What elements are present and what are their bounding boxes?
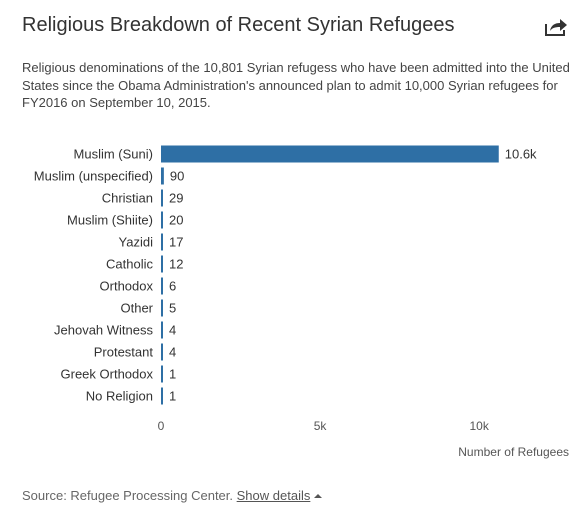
value-label: 29 [169, 191, 183, 206]
caret-up-icon[interactable] [314, 494, 323, 498]
value-label: 12 [169, 257, 183, 272]
category-label: Catholic [106, 257, 153, 272]
value-label: 4 [169, 345, 176, 360]
category-label: No Religion [86, 389, 153, 404]
source-note: Source: Refugee Processing Center. Show … [22, 488, 323, 503]
share-arrow-icon[interactable] [543, 16, 569, 38]
bar [161, 167, 164, 185]
bar [161, 277, 163, 295]
chart-title: Religious Breakdown of Recent Syrian Ref… [22, 14, 455, 36]
bar [161, 145, 499, 163]
source-text: Source: Refugee Processing Center. [22, 488, 234, 503]
category-label: Other [120, 301, 153, 316]
bar [161, 211, 163, 229]
bar-chart: Muslim (Suni) 10.6k Muslim (unspecified) 90… [34, 145, 569, 459]
value-label: 5 [169, 301, 176, 316]
category-label: Protestant [94, 345, 154, 360]
category-label: Yazidi [119, 235, 154, 250]
bar [161, 387, 163, 405]
category-label: Christian [102, 191, 153, 206]
value-label: 10.6k [505, 147, 537, 162]
value-label: 20 [169, 213, 183, 228]
bar [161, 321, 163, 339]
x-tick-label: 5k [314, 419, 328, 433]
bar [161, 299, 163, 317]
value-label: 1 [169, 367, 176, 382]
category-label: Muslim (unspecified) [34, 169, 153, 184]
value-label: 90 [170, 169, 184, 184]
value-label: 6 [169, 279, 176, 294]
bar [161, 343, 163, 361]
x-tick-label: 0 [158, 419, 165, 433]
value-label: 1 [169, 389, 176, 404]
x-tick-label: 10k [470, 419, 490, 433]
category-label: Muslim (Shiite) [67, 213, 153, 228]
chart-subtitle: Religious denominations of the 10,801 Sy… [22, 60, 570, 110]
bar [161, 189, 163, 207]
category-label: Greek Orthodox [61, 367, 154, 382]
bar [161, 233, 163, 251]
value-label: 4 [169, 323, 176, 338]
show-details-link[interactable]: Show details [236, 488, 311, 503]
category-label: Muslim (Suni) [74, 147, 153, 162]
bar [161, 255, 163, 273]
bar [161, 365, 163, 383]
category-label: Orthodox [100, 279, 154, 294]
x-axis-label: Number of Refugees [458, 445, 569, 459]
value-label: 17 [169, 235, 183, 250]
category-label: Jehovah Witness [54, 323, 153, 338]
